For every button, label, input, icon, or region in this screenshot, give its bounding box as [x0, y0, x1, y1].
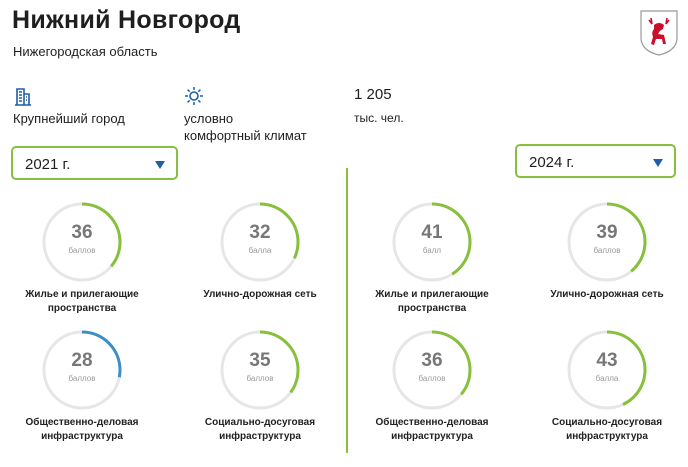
metric-label: Социально-досуговая инфраструктура: [204, 417, 316, 442]
score-unit: баллов: [418, 374, 446, 383]
metric-label: Общественно-деловая инфраструктура: [375, 417, 489, 442]
score-gauge: 41 балл: [390, 200, 474, 284]
city-title: Нижний Новгород: [12, 6, 241, 34]
score-gauge: 28 баллов: [40, 328, 124, 412]
sun-icon: [185, 87, 203, 105]
chevron-down-icon: [653, 159, 663, 167]
score-gauge: 39 баллов: [565, 200, 649, 284]
score-arc: [392, 330, 472, 410]
population-value: 1 205: [354, 86, 392, 103]
score-value: 32: [249, 222, 271, 243]
score-arc: [42, 330, 122, 410]
score-arc: [42, 202, 122, 282]
score-value: 35: [249, 350, 271, 371]
year-select-right[interactable]: 2024 г.: [515, 144, 676, 178]
score-gauge: 35 баллов: [218, 328, 302, 412]
metric-label: Социально-досуговая инфраструктура: [551, 417, 663, 442]
metric-label: Жилье и прилегающие пространства: [25, 289, 139, 314]
score-arc: [567, 330, 647, 410]
score-value: 36: [71, 222, 93, 243]
score-unit: баллов: [593, 246, 621, 255]
fact-climate: условно комфортный климат: [184, 86, 307, 144]
score-gauge: 32 балла: [218, 200, 302, 284]
score-unit: баллов: [246, 374, 274, 383]
score-gauge: 36 баллов: [390, 328, 474, 412]
city-type-label: Крупнейший город: [13, 111, 125, 126]
score-value: 36: [421, 350, 443, 371]
score-unit: баллов: [68, 374, 96, 383]
deer-coat-of-arms-icon: [640, 10, 678, 56]
fact-city-type: Крупнейший город: [13, 86, 125, 127]
score-unit: балла: [595, 374, 619, 383]
score-unit: балл: [422, 246, 442, 255]
score-gauge: 36 баллов: [40, 200, 124, 284]
year-select-right-value: 2024 г.: [529, 154, 575, 171]
fact-population: 1 205 тыс. чел.: [354, 86, 404, 127]
metric-label: Жилье и прилегающие пространства: [375, 289, 489, 314]
climate-line-1: условно: [184, 111, 234, 126]
population-unit: тыс. чел.: [354, 111, 404, 125]
score-arc: [220, 202, 300, 282]
year-select-left[interactable]: 2021 г.: [11, 146, 178, 180]
chevron-down-icon: [155, 161, 165, 169]
building-icon: [15, 88, 31, 106]
score-value: 28: [71, 350, 93, 371]
score-gauge: 43 балла: [565, 328, 649, 412]
metric-label: Общественно-деловая инфраструктура: [25, 417, 139, 442]
score-arc: [567, 202, 647, 282]
score-value: 39: [596, 222, 618, 243]
score-value: 41: [421, 222, 443, 243]
score-value: 43: [596, 350, 618, 371]
metric-label: Улично-дорожная сеть: [203, 289, 317, 300]
score-arc: [220, 330, 300, 410]
year-select-left-value: 2021 г.: [25, 156, 71, 173]
score-arc: [392, 202, 472, 282]
region-name: Нижегородская область: [13, 44, 158, 59]
score-unit: балла: [248, 246, 272, 255]
metric-label: Улично-дорожная сеть: [550, 289, 664, 300]
climate-line-2: комфортный климат: [184, 128, 307, 143]
column-divider: [346, 168, 348, 453]
score-unit: баллов: [68, 246, 96, 255]
